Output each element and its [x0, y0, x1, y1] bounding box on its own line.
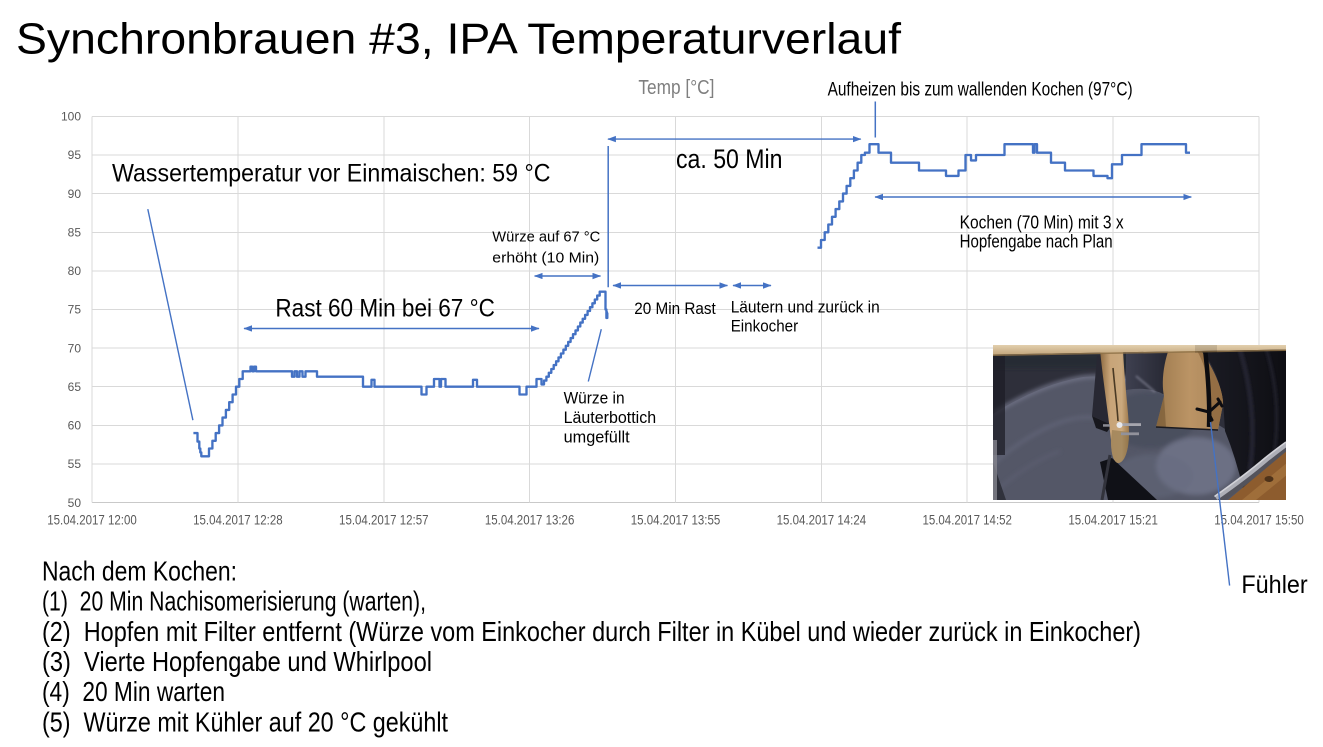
svg-text:15.04.2017 12:28: 15.04.2017 12:28: [193, 513, 283, 528]
svg-text:75: 75: [68, 303, 82, 317]
svg-text:20 Min Rast: 20 Min Rast: [634, 299, 716, 318]
svg-text:15.04.2017 14:24: 15.04.2017 14:24: [777, 513, 867, 528]
svg-text:erhöht (10 Min): erhöht (10 Min): [492, 251, 599, 267]
svg-text:(4) 20 Min warten: (4) 20 Min warten: [42, 676, 225, 707]
svg-text:15.04.2017 12:00: 15.04.2017 12:00: [47, 513, 137, 528]
svg-text:Nach dem Kochen:: Nach dem Kochen:: [42, 555, 237, 586]
svg-text:85: 85: [68, 226, 82, 240]
svg-text:15.04.2017 15:50: 15.04.2017 15:50: [1214, 513, 1304, 528]
svg-text:ca. 50 Min: ca. 50 Min: [676, 144, 783, 174]
svg-text:Hopfengabe nach Plan: Hopfengabe nach Plan: [960, 232, 1113, 252]
svg-text:Rast 60 Min bei 67 °C: Rast 60 Min bei 67 °C: [275, 295, 495, 323]
svg-text:Läuterbottich: Läuterbottich: [564, 409, 657, 427]
svg-text:55: 55: [68, 457, 82, 471]
svg-text:70: 70: [68, 341, 82, 355]
svg-text:Synchronbrauen #3, IPA Tempera: Synchronbrauen #3, IPA Temperaturverlauf: [16, 16, 902, 64]
svg-text:60: 60: [68, 419, 82, 433]
svg-text:(3) Vierte Hopfengabe und Whi: (3) Vierte Hopfengabe und Whirlpool: [42, 646, 432, 677]
svg-text:Aufheizen bis zum wallenden Ko: Aufheizen bis zum wallenden Kochen (97°C…: [828, 79, 1133, 100]
svg-text:15.04.2017 13:55: 15.04.2017 13:55: [631, 513, 721, 528]
svg-text:umgefüllt: umgefüllt: [564, 429, 630, 447]
svg-text:100: 100: [61, 110, 81, 124]
svg-text:65: 65: [68, 380, 82, 394]
svg-text:(1) 20 Min Nachisomerisierung: (1) 20 Min Nachisomerisierung (warten),: [42, 586, 426, 617]
svg-text:(5) Würze mit Kühler auf 20 °: (5) Würze mit Kühler auf 20 °C gekühlt: [42, 707, 448, 738]
svg-text:15.04.2017 12:57: 15.04.2017 12:57: [339, 513, 429, 528]
svg-text:50: 50: [68, 496, 82, 510]
svg-text:Temp [°C]: Temp [°C]: [638, 77, 714, 99]
svg-text:Wassertemperatur vor Einmaisch: Wassertemperatur vor Einmaischen: 59 °C: [112, 160, 551, 188]
svg-text:Würze in: Würze in: [564, 390, 625, 408]
svg-text:Kochen (70 Min) mit 3 x: Kochen (70 Min) mit 3 x: [960, 213, 1124, 233]
svg-text:15.04.2017 13:26: 15.04.2017 13:26: [485, 513, 575, 528]
svg-text:(2) Hopfen mit Filter entfern: (2) Hopfen mit Filter entfernt (Würze vo…: [42, 616, 1141, 647]
svg-text:95: 95: [68, 148, 82, 162]
svg-text:Einkocher: Einkocher: [731, 317, 799, 336]
svg-text:80: 80: [68, 264, 82, 278]
svg-text:Läutern und zurück in: Läutern und zurück in: [731, 298, 880, 317]
svg-text:Würze auf 67 °C: Würze auf 67 °C: [492, 230, 600, 246]
svg-text:15.04.2017 15:21: 15.04.2017 15:21: [1068, 513, 1158, 528]
svg-text:Fühler: Fühler: [1241, 571, 1307, 599]
svg-text:15.04.2017 14:52: 15.04.2017 14:52: [922, 513, 1012, 528]
svg-text:90: 90: [68, 187, 82, 201]
